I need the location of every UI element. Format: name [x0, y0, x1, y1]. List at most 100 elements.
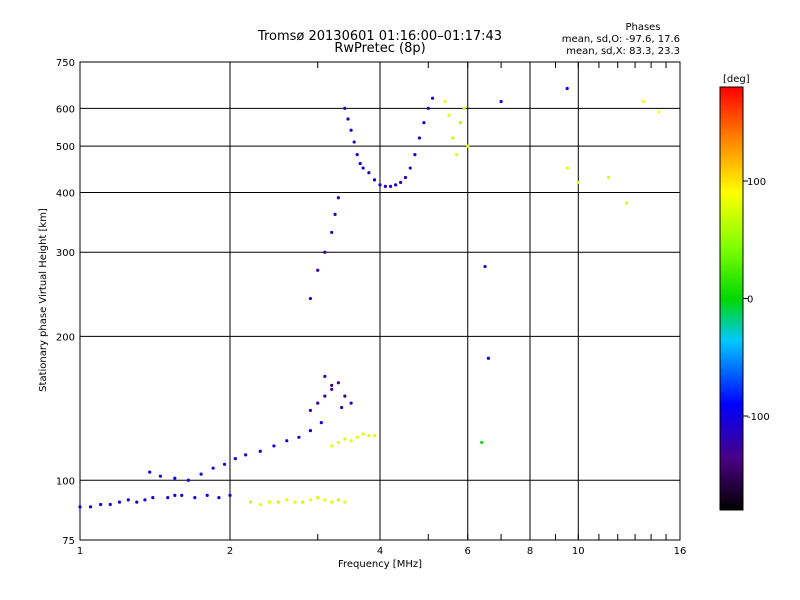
data-point	[173, 476, 177, 480]
phases-title: Phases	[625, 22, 660, 33]
data-point	[330, 230, 334, 235]
colorbar-ticks: 100 0 -100	[743, 177, 770, 423]
data-point	[565, 166, 569, 170]
data-point	[186, 478, 190, 482]
x-tick-label: 6	[465, 546, 471, 557]
data-point	[372, 178, 377, 182]
data-point	[158, 474, 163, 478]
data-point	[372, 434, 377, 438]
y-tick-label: 400	[56, 188, 75, 199]
data-point	[361, 166, 365, 170]
data-point	[88, 505, 93, 509]
data-point	[99, 502, 103, 507]
data-point	[358, 161, 362, 166]
data-point	[346, 117, 350, 121]
data-point	[447, 113, 451, 117]
data-point	[462, 106, 466, 110]
data-point	[244, 453, 248, 457]
data-point	[330, 500, 334, 504]
y-tick-label: 600	[56, 104, 75, 115]
data-point	[285, 498, 289, 502]
y-tick-label: 200	[56, 332, 75, 343]
y-tick-label: 300	[56, 248, 75, 259]
data-point	[272, 444, 276, 448]
data-point	[166, 495, 170, 500]
data-point	[352, 140, 356, 144]
data-point	[408, 166, 412, 170]
x-tick-label: 4	[377, 546, 383, 557]
data-point	[308, 498, 313, 502]
colorbar-tick-label: 100	[747, 177, 766, 188]
data-point	[330, 387, 334, 391]
data-point	[343, 394, 347, 398]
data-point	[336, 196, 340, 200]
data-point	[316, 268, 320, 272]
data-point	[388, 184, 393, 188]
data-point	[108, 502, 112, 507]
colorbar	[719, 86, 744, 511]
x-tick-label: 2	[227, 546, 233, 557]
data-point	[466, 144, 470, 148]
data-point	[367, 434, 371, 438]
x-tick-label: 8	[527, 546, 533, 557]
data-point	[606, 175, 611, 180]
data-point	[126, 498, 130, 502]
data-point	[426, 106, 430, 110]
data-point	[148, 470, 152, 474]
data-point	[378, 183, 382, 187]
data-point	[135, 500, 139, 504]
y-tick-label: 100	[56, 476, 75, 487]
data-point	[483, 264, 487, 269]
data-point	[486, 356, 490, 360]
data-point	[399, 180, 403, 184]
data-point	[308, 296, 313, 301]
y-tick-label: 500	[56, 142, 75, 153]
chart-subtitle: RwPretec (8p)	[334, 41, 425, 56]
phases-o-stats: mean, sd,O: -97.6, 17.6	[562, 34, 680, 45]
data-point	[422, 121, 426, 125]
data-point	[336, 440, 340, 445]
data-point	[417, 136, 422, 140]
colorbar-tick-label: -100	[747, 412, 770, 423]
data-point	[330, 444, 334, 448]
data-point	[276, 500, 280, 504]
data-point	[383, 184, 387, 188]
x-tick-label: 1	[77, 546, 83, 557]
data-point	[367, 171, 371, 175]
data-point	[267, 500, 272, 504]
data-point	[217, 495, 221, 500]
data-point	[117, 500, 122, 504]
data-point	[336, 498, 340, 502]
data-point	[319, 421, 323, 425]
data-point	[323, 498, 327, 502]
data-point	[316, 495, 320, 500]
data-point	[340, 405, 344, 410]
data-point	[458, 121, 463, 125]
data-point	[336, 381, 340, 385]
data-point	[413, 153, 417, 157]
x-tick-label: 16	[674, 546, 687, 557]
data-point	[180, 493, 184, 497]
data-point	[349, 439, 353, 443]
plot-area: 1 2 4 6 8 10 16 75 100 200 300 400 500 600 750	[56, 58, 686, 557]
data-point	[308, 429, 313, 433]
data-point	[151, 495, 155, 500]
data-point	[343, 500, 347, 504]
data-point	[394, 183, 398, 187]
data-point	[143, 498, 147, 502]
data-point	[333, 212, 337, 216]
data-point	[343, 106, 347, 110]
data-point	[430, 96, 435, 100]
data-point	[641, 99, 645, 104]
data-point	[355, 435, 359, 439]
data-point	[361, 432, 365, 436]
data-point	[316, 401, 320, 405]
data-point	[455, 153, 459, 157]
data-point	[330, 383, 334, 387]
data-point	[355, 153, 359, 157]
data-point	[205, 493, 209, 497]
data-point	[297, 435, 301, 439]
data-point	[323, 394, 327, 398]
colorbar-label: [deg]	[723, 74, 750, 85]
